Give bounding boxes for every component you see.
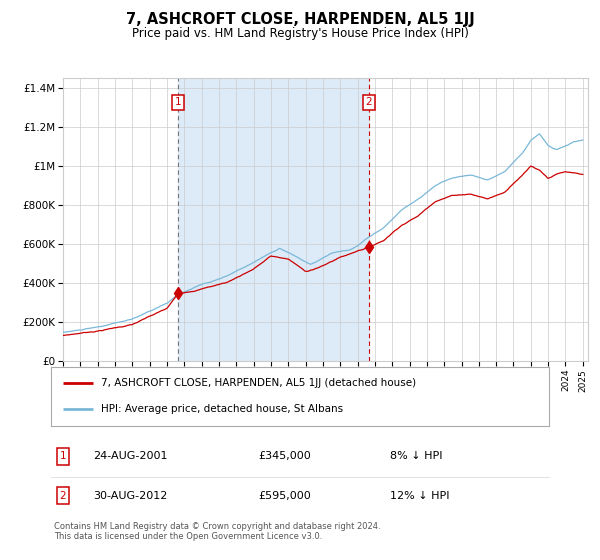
Text: £595,000: £595,000 [258, 491, 311, 501]
Text: 1: 1 [59, 451, 67, 461]
Text: 2: 2 [365, 97, 373, 108]
Text: £345,000: £345,000 [258, 451, 311, 461]
Text: 30-AUG-2012: 30-AUG-2012 [93, 491, 167, 501]
Text: 24-AUG-2001: 24-AUG-2001 [93, 451, 167, 461]
Text: This data is licensed under the Open Government Licence v3.0.: This data is licensed under the Open Gov… [54, 532, 322, 541]
Text: 1: 1 [175, 97, 181, 108]
Text: 2: 2 [59, 491, 67, 501]
Text: 8% ↓ HPI: 8% ↓ HPI [390, 451, 443, 461]
Bar [178, 78, 369, 361]
Text: HPI: Average price, detached house, St Albans: HPI: Average price, detached house, St A… [101, 404, 343, 414]
Text: 7, ASHCROFT CLOSE, HARPENDEN, AL5 1JJ: 7, ASHCROFT CLOSE, HARPENDEN, AL5 1JJ [125, 12, 475, 27]
Text: 12% ↓ HPI: 12% ↓ HPI [390, 491, 449, 501]
Text: Price paid vs. HM Land Registry's House Price Index (HPI): Price paid vs. HM Land Registry's House … [131, 27, 469, 40]
Text: Contains HM Land Registry data © Crown copyright and database right 2024.: Contains HM Land Registry data © Crown c… [54, 522, 380, 531]
Text: 7, ASHCROFT CLOSE, HARPENDEN, AL5 1JJ (detached house): 7, ASHCROFT CLOSE, HARPENDEN, AL5 1JJ (d… [101, 378, 416, 388]
